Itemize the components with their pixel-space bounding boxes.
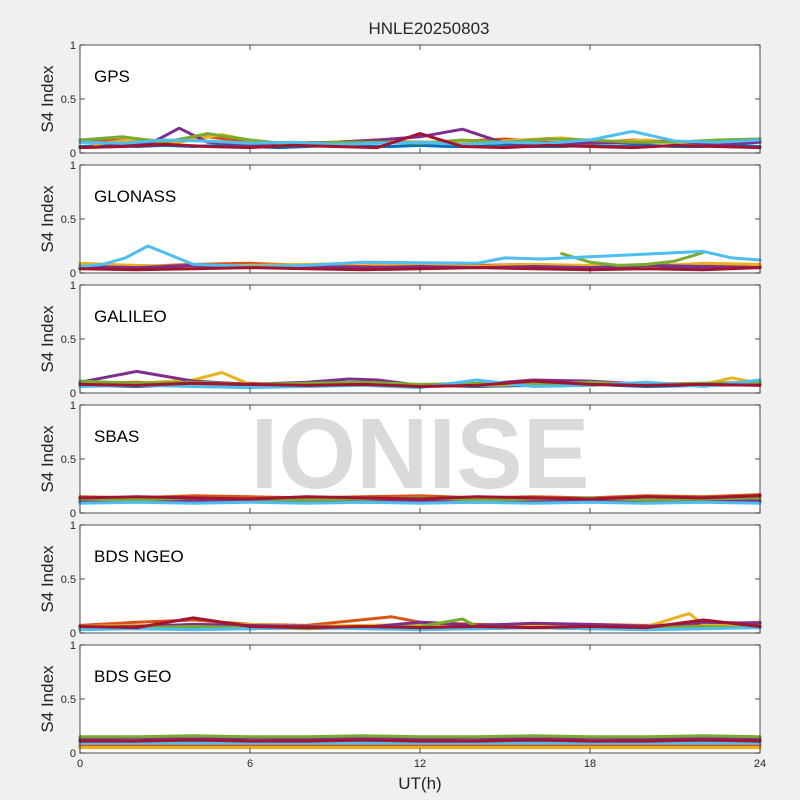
y-tick-label: 0.5 [61, 214, 76, 226]
y-tick-label: 0.5 [61, 94, 76, 106]
panel-galileo: 0 0.5 1 GALILEO S4 Index [38, 280, 762, 400]
y-tick-label: 0 [70, 628, 76, 640]
panel-label: SBAS [94, 427, 139, 446]
panel-sbas: 0 0.5 1 SBAS S4 Index [38, 400, 762, 520]
y-tick-label: 1 [70, 40, 76, 52]
x-tick-label: 18 [584, 758, 596, 770]
x-tick-label: 0 [77, 758, 83, 770]
panels: 0 0.5 1 GPS S4 Index 0 0.5 1 GLONASS S4 Index 0 0.5… [38, 40, 766, 770]
y-tick-label: 0 [70, 268, 76, 280]
y-tick-label: 1 [70, 160, 76, 172]
series-line [78, 734, 762, 739]
series-line [560, 251, 705, 267]
y-tick-label: 1 [70, 280, 76, 292]
series-line [78, 494, 762, 501]
y-tick-label: 1 [70, 520, 76, 532]
y-tick-label: 0 [70, 748, 76, 760]
y-axis-label: S4 Index [38, 65, 57, 133]
chart-title: HNLE20250803 [369, 19, 490, 38]
y-tick-label: 1 [70, 400, 76, 412]
panel-gps: 0 0.5 1 GPS S4 Index [38, 40, 762, 160]
y-axis-label: S4 Index [38, 425, 57, 493]
y-tick-label: 0 [70, 388, 76, 400]
x-axis-label: UT(h) [398, 774, 441, 793]
series-line [78, 132, 762, 150]
y-axis-label: S4 Index [38, 545, 57, 613]
y-axis-label: S4 Index [38, 665, 57, 733]
y-tick-label: 0.5 [61, 694, 76, 706]
x-tick-label: 6 [247, 758, 253, 770]
series-line [78, 129, 762, 146]
panel-label: BDS GEO [94, 667, 171, 686]
y-tick-label: 0 [70, 148, 76, 160]
panel-label: GPS [94, 67, 130, 86]
y-tick-label: 0 [70, 508, 76, 520]
series-line [78, 379, 762, 388]
y-axis-label: S4 Index [38, 305, 57, 373]
plot-area [80, 285, 760, 393]
y-tick-label: 1 [70, 640, 76, 652]
y-tick-label: 0.5 [61, 454, 76, 466]
plot-area [80, 165, 760, 273]
series-line [78, 500, 762, 505]
series-line [78, 616, 762, 630]
watermark: IONISE [251, 398, 590, 510]
y-tick-label: 0.5 [61, 334, 76, 346]
plot-area [80, 525, 760, 633]
x-tick-label: 12 [414, 758, 426, 770]
panel-label: GLONASS [94, 187, 176, 206]
x-tick-label: 24 [754, 758, 766, 770]
panel-label: GALILEO [94, 307, 167, 326]
series-line [78, 244, 762, 268]
panel-bds-geo: 0 0.5 1 BDS GEO S4 Index [38, 640, 762, 760]
series-line [78, 738, 762, 743]
panel-label: BDS NGEO [94, 547, 184, 566]
y-tick-label: 0.5 [61, 574, 76, 586]
panel-bds-ngeo: 0 0.5 1 BDS NGEO S4 Index [38, 520, 762, 640]
y-axis-label: S4 Index [38, 185, 57, 253]
panel-glonass: 0 0.5 1 GLONASS S4 Index [38, 160, 762, 280]
